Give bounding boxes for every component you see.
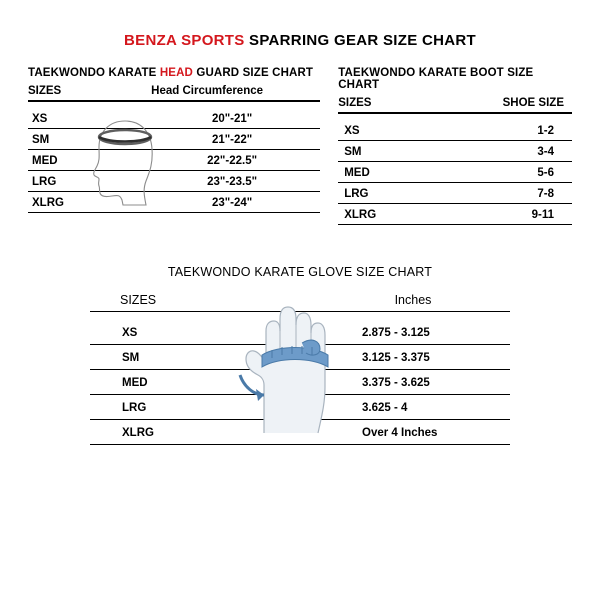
glove-size-cell: SM (90, 352, 230, 364)
table-row: XLRG Over 4 Inches (90, 420, 510, 445)
glove-value-cell: 3.125 - 3.375 (230, 352, 510, 364)
head-size-cell: LRG (28, 176, 94, 188)
boot-size-cell: MED (338, 167, 428, 179)
table-row: LRG 7-8 (338, 183, 572, 204)
boot-value-cell: 3-4 (428, 146, 572, 158)
main-title: BENZA SPORTS SPARRING GEAR SIZE CHART (28, 32, 572, 49)
table-row: LRG 3.625 - 4 (90, 395, 510, 420)
glove-value-cell: 2.875 - 3.125 (230, 327, 510, 339)
table-row: MED 3.375 - 3.625 (90, 370, 510, 395)
table-row: LRG 23"-23.5" (28, 171, 320, 192)
boot-size-cell: XS (338, 125, 428, 137)
head-title-suffix: GUARD SIZE CHART (193, 67, 313, 79)
head-circ-header: Head Circumference (94, 85, 320, 97)
head-size-cell: SM (28, 134, 94, 146)
boot-size-cell: XLRG (338, 209, 428, 221)
glove-chart: TAEKWONDO KARATE GLOVE SIZE CHART SIZES … (90, 265, 510, 445)
boot-value-cell: 5-6 (428, 167, 572, 179)
table-row: XLRG 23"-24" (28, 192, 320, 213)
glove-size-cell: MED (90, 377, 230, 389)
head-chart-title: TAEKWONDO KARATE HEAD GUARD SIZE CHART (28, 67, 320, 79)
table-row: XS 1-2 (338, 120, 572, 141)
head-guard-chart: TAEKWONDO KARATE HEAD GUARD SIZE CHART S… (28, 67, 320, 225)
glove-sizes-header: SIZES (90, 293, 230, 307)
glove-size-cell: XLRG (90, 427, 230, 439)
boot-value-cell: 7-8 (428, 188, 572, 200)
glove-value-cell: 3.375 - 3.625 (230, 377, 510, 389)
boot-header-row: SIZES SHOE SIZE (338, 97, 572, 114)
table-row: XLRG 9-11 (338, 204, 572, 225)
head-sizes-header: SIZES (28, 85, 94, 97)
boot-size-cell: LRG (338, 188, 428, 200)
glove-inches-header: Inches (230, 293, 510, 307)
boot-chart-title: TAEKWONDO KARATE BOOT SIZE CHART (338, 67, 572, 91)
head-value-cell: 20"-21" (94, 113, 320, 125)
table-row: XS 2.875 - 3.125 (90, 320, 510, 345)
glove-size-cell: XS (90, 327, 230, 339)
head-size-cell: XLRG (28, 197, 94, 209)
glove-value-cell: 3.625 - 4 (230, 402, 510, 414)
table-row: SM 21"-22" (28, 129, 320, 150)
boot-sizes-header: SIZES (338, 97, 428, 109)
head-value-cell: 22"-22.5" (94, 155, 320, 167)
head-value-cell: 23"-24" (94, 197, 320, 209)
head-value-cell: 21"-22" (94, 134, 320, 146)
table-row: MED 22"-22.5" (28, 150, 320, 171)
boot-value-cell: 9-11 (428, 209, 572, 221)
head-value-cell: 23"-23.5" (94, 176, 320, 188)
main-title-body: SPARRING GEAR SIZE CHART (249, 32, 476, 49)
boot-shoe-header: SHOE SIZE (428, 97, 572, 109)
table-row: MED 5-6 (338, 162, 572, 183)
head-header-row: SIZES Head Circumference (28, 85, 320, 102)
glove-header-row: SIZES Inches (90, 293, 510, 312)
head-title-prefix: TAEKWONDO KARATE (28, 67, 160, 79)
glove-chart-title: TAEKWONDO KARATE GLOVE SIZE CHART (90, 265, 510, 279)
glove-value-cell: Over 4 Inches (230, 427, 510, 439)
head-size-cell: XS (28, 113, 94, 125)
table-row: SM 3.125 - 3.375 (90, 345, 510, 370)
boot-value-cell: 1-2 (428, 125, 572, 137)
boot-size-cell: SM (338, 146, 428, 158)
table-row: SM 3-4 (338, 141, 572, 162)
glove-size-cell: LRG (90, 402, 230, 414)
table-row: XS 20"-21" (28, 108, 320, 129)
top-tables-row: TAEKWONDO KARATE HEAD GUARD SIZE CHART S… (28, 67, 572, 225)
main-title-prefix: BENZA SPORTS (124, 32, 249, 49)
head-title-accent: HEAD (160, 67, 193, 79)
head-size-cell: MED (28, 155, 94, 167)
boot-chart: TAEKWONDO KARATE BOOT SIZE CHART SIZES S… (338, 67, 572, 225)
